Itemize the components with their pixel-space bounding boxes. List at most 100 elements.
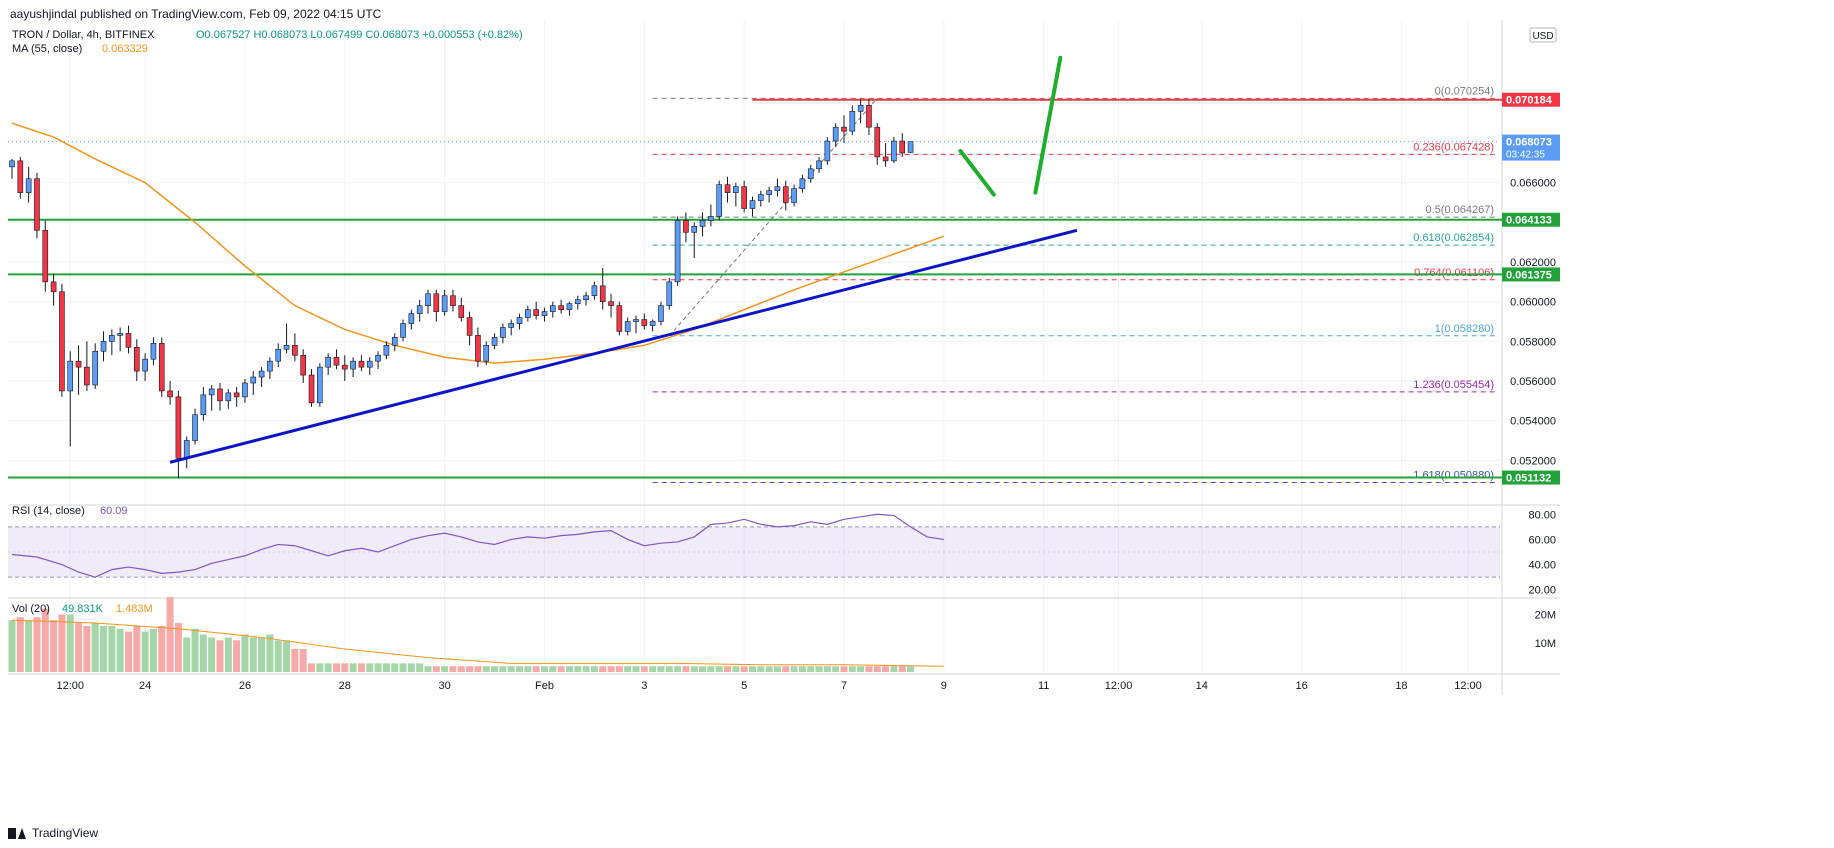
- candle-body: [59, 291, 65, 392]
- brand[interactable]: TradingView: [8, 826, 98, 840]
- volume-bar: [291, 648, 299, 672]
- volume-bar: [66, 614, 74, 672]
- candle-body: [699, 220, 706, 227]
- candle-body: [749, 200, 756, 209]
- candle-body: [358, 360, 365, 368]
- volume-bar: [724, 666, 732, 672]
- volume-bar: [191, 628, 199, 672]
- candle-body: [633, 319, 639, 322]
- volume-bar: [308, 663, 316, 672]
- volume-bar: [823, 666, 831, 672]
- price-tag-box: [1502, 134, 1560, 161]
- volume-bar: [141, 631, 149, 672]
- candle-body: [849, 111, 856, 132]
- time-tick-label: Feb: [535, 680, 554, 692]
- volume-bar: [715, 666, 723, 672]
- candle-body: [599, 285, 606, 302]
- currency-box: [1529, 27, 1557, 43]
- volume-bar: [58, 614, 66, 672]
- volume-bar: [773, 666, 781, 672]
- candle-body: [666, 281, 673, 306]
- volume-bar: [848, 666, 856, 672]
- volume-bar: [524, 666, 532, 672]
- candle-body: [433, 293, 440, 312]
- ma55-line: [11, 122, 945, 364]
- fibonacci-levels: 0(0.070254) 0.236(0.067428) 0.5(0.064267) 0…: [652, 85, 1498, 484]
- rsi-band: [8, 526, 1500, 578]
- rsi-tick-label: 60.00: [1528, 534, 1556, 546]
- price-tag-value: 0.068073: [1506, 137, 1552, 149]
- volume-bar: [549, 666, 557, 672]
- volume-bar: [491, 666, 499, 672]
- ascending-trendline: [169, 228, 1078, 464]
- price-tag-value: 0.064133: [1506, 215, 1552, 227]
- candle-body: [649, 321, 656, 326]
- rsi-tick-label: 80.00: [1528, 509, 1556, 521]
- volume-bar: [665, 666, 673, 672]
- volume-bar: [33, 617, 41, 672]
- candle-body: [807, 168, 814, 180]
- volume-bar: [133, 625, 141, 672]
- volume-bar: [374, 663, 382, 672]
- candle-body: [408, 313, 415, 324]
- volume-bar: [516, 666, 524, 672]
- volume-bar: [432, 666, 440, 672]
- rsi-legend-label: RSI (14, close): [12, 505, 85, 517]
- candle-body: [150, 343, 157, 360]
- volume-bar: [607, 666, 615, 672]
- candle-body: [549, 305, 556, 312]
- candle-body: [25, 178, 32, 193]
- candle-body: [325, 356, 331, 368]
- candle-body: [67, 360, 74, 392]
- volume-tick-label: 20M: [1535, 609, 1556, 621]
- candle-body: [907, 141, 914, 153]
- candle-body: [799, 178, 806, 189]
- price-tag-countdown: 03:42:35: [1506, 150, 1545, 161]
- candle-body: [866, 105, 872, 128]
- panel-separators: [8, 20, 1560, 695]
- legends: TRON / Dollar, 4h, BITFINEX O0.067527 H0.…: [12, 29, 523, 615]
- volume-bar: [632, 666, 640, 672]
- volume-bar: [707, 666, 715, 672]
- volume-bar: [907, 666, 915, 672]
- volume-bar: [865, 666, 873, 672]
- rsi-path: [11, 513, 944, 578]
- volume-bar: [807, 666, 815, 672]
- time-tick-label: 12:00: [1105, 680, 1133, 692]
- volume-bar: [233, 640, 241, 672]
- publisher-line: aayushjindal published on TradingView.co…: [10, 7, 382, 21]
- candle-body: [42, 229, 49, 283]
- price-tag-box: [1502, 267, 1560, 282]
- candle-body: [317, 366, 323, 404]
- volume-bar: [624, 666, 632, 672]
- candle-body: [175, 396, 182, 459]
- price-tick-label: 0.066000: [1510, 178, 1556, 190]
- volume-bar: [674, 666, 682, 672]
- volume-bar: [499, 666, 507, 672]
- candle-body: [75, 360, 82, 368]
- time-tick-label: 7: [841, 680, 847, 692]
- candle-body: [375, 354, 381, 362]
- price-tag-box: [1502, 92, 1560, 107]
- volume-bar: [108, 625, 116, 672]
- volume-bar: [266, 634, 274, 672]
- volume-bar: [690, 666, 698, 672]
- candle-body: [508, 323, 515, 328]
- volume-bar: [565, 666, 573, 672]
- time-tick-label: 9: [941, 680, 947, 692]
- volume-bar: [324, 663, 332, 672]
- candle-body: [333, 356, 340, 366]
- volume-bar: [332, 663, 340, 672]
- candle-body: [34, 178, 40, 231]
- volume-bar: [682, 666, 690, 672]
- volume-bar: [882, 666, 890, 672]
- candle-body: [782, 186, 789, 203]
- volume-bar: [100, 625, 108, 672]
- volume-bar: [599, 666, 607, 672]
- volume-bar: [657, 666, 665, 672]
- volume-bar: [149, 628, 157, 672]
- candle-body: [192, 414, 198, 441]
- price-tick-label: 0.056000: [1510, 376, 1556, 388]
- candle-body: [466, 317, 473, 336]
